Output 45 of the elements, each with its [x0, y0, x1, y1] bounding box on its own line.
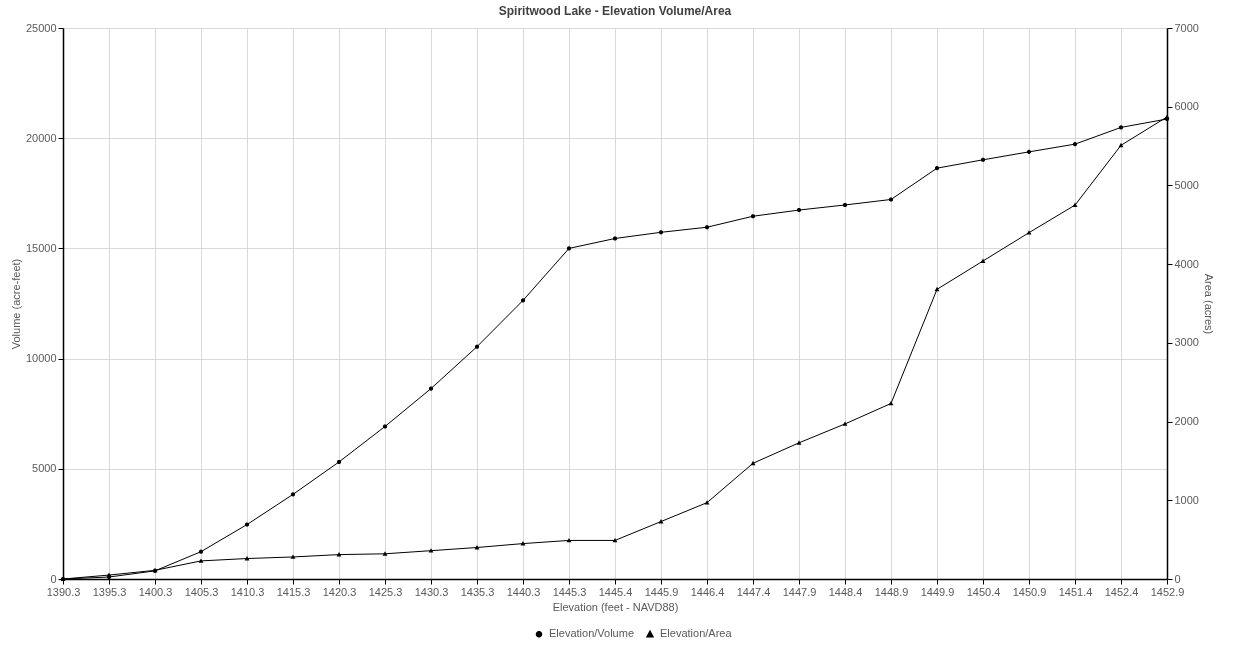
- x-tick-label: 1450.9: [1012, 585, 1047, 598]
- x-tick-label: 1448.4: [828, 585, 863, 598]
- y-tick-label: 15000: [25, 241, 57, 254]
- y2-axis-title: Area (acres): [1202, 273, 1215, 335]
- x-tick-label: 1451.4: [1058, 585, 1093, 598]
- x-tick-label: 1450.4: [966, 585, 1001, 598]
- x-tick-label: 1452.4: [1104, 585, 1139, 598]
- y2-tick-label: 5000: [1174, 178, 1199, 191]
- y-tick-label: 5000: [32, 462, 57, 475]
- x-tick-label: 1395.3: [92, 585, 127, 598]
- x-tick-label: 1447.4: [736, 585, 771, 598]
- y2-tick-label: 2000: [1174, 415, 1199, 428]
- x-axis-title: Elevation (feet - NAVD88): [552, 600, 679, 613]
- x-tick-label: 1435.3: [460, 585, 495, 598]
- x-tick-label: 1446.4: [690, 585, 725, 598]
- x-tick-label: 1449.9: [920, 585, 955, 598]
- x-tick-label: 1420.3: [322, 585, 357, 598]
- y-tick-label: 10000: [25, 352, 57, 365]
- y2-tick-label: 6000: [1174, 100, 1199, 113]
- x-tick-label: 1445.9: [644, 585, 679, 598]
- y2-tick-label: 7000: [1174, 21, 1199, 34]
- legend-label: Elevation/Volume: [549, 627, 634, 640]
- y-tick-label: 20000: [25, 131, 57, 144]
- x-tick-label: 1410.3: [230, 585, 265, 598]
- x-tick-label: 1440.3: [506, 585, 541, 598]
- y-axis-title: Volume (acre-feet): [9, 258, 22, 350]
- chart-title: Spiritwood Lake - Elevation Volume/Area: [498, 4, 732, 18]
- x-tick-label: 1425.3: [368, 585, 403, 598]
- x-tick-label: 1452.9: [1150, 585, 1185, 598]
- x-tick-label: 1405.3: [184, 585, 219, 598]
- x-tick-label: 1390.3: [46, 585, 81, 598]
- y2-tick-label: 3000: [1174, 336, 1199, 349]
- x-tick-label: 1400.3: [138, 585, 173, 598]
- y2-tick-label: 0: [1174, 572, 1181, 585]
- y2-tick-label: 4000: [1174, 257, 1199, 270]
- legend-label: Elevation/Area: [660, 627, 733, 640]
- x-tick-label: 1445.4: [598, 585, 633, 598]
- x-tick-label: 1430.3: [414, 585, 449, 598]
- y2-tick-label: 1000: [1174, 493, 1199, 506]
- y-tick-label: 25000: [25, 21, 57, 34]
- x-tick-label: 1415.3: [276, 585, 311, 598]
- x-tick-label: 1448.9: [874, 585, 909, 598]
- x-tick-label: 1447.9: [782, 585, 817, 598]
- x-tick-label: 1445.3: [552, 585, 587, 598]
- y-tick-label: 0: [50, 572, 57, 585]
